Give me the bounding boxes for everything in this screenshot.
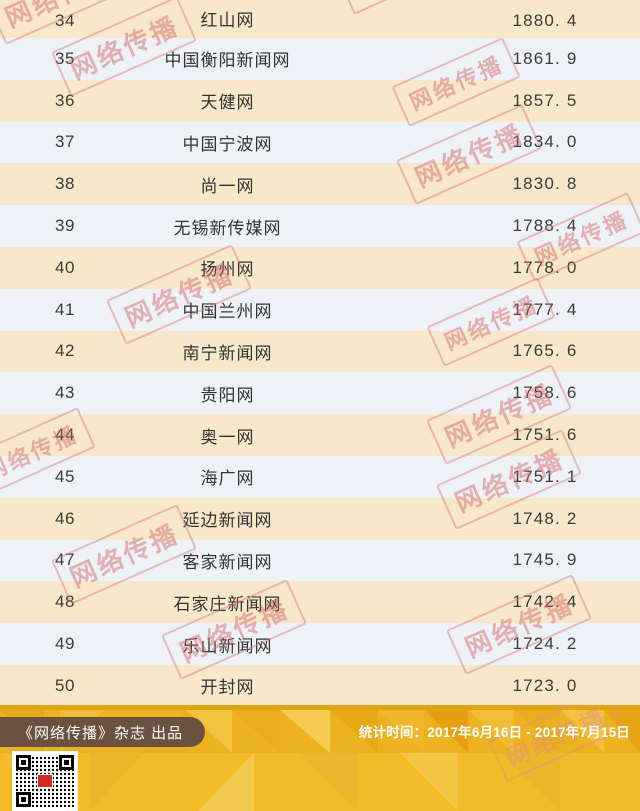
cell-site-name: 贵阳网 <box>200 385 255 405</box>
table-row: 34 红山网 1880. 4 <box>0 0 640 38</box>
cell-rank: 45 <box>55 466 75 486</box>
cell-score: 1742. 4 <box>512 592 578 612</box>
cell-rank: 38 <box>55 174 75 194</box>
cell-score: 1724. 2 <box>512 634 578 654</box>
qr-eye-icon <box>59 755 74 770</box>
table-row: 36 天健网 1857. 5 <box>0 79 640 122</box>
cell-site-name: 奥一网 <box>200 427 255 447</box>
cell-score: 1745. 9 <box>512 550 578 570</box>
cell-score: 1748. 2 <box>512 508 578 528</box>
cell-score: 1758. 6 <box>512 383 578 403</box>
cell-site-name: 中国衡阳新闻网 <box>164 51 291 71</box>
table-row: 37 中国宁波网 1834. 0 <box>0 121 640 164</box>
table-row: 49 乐山新闻网 1724. 2 <box>0 623 640 665</box>
table-row: 44 奥一网 1751. 6 <box>0 414 640 456</box>
cell-rank: 49 <box>55 634 75 654</box>
cell-rank: 48 <box>55 592 75 612</box>
qr-code-pattern <box>16 755 74 807</box>
cell-rank: 43 <box>55 383 75 403</box>
qr-code[interactable] <box>12 751 78 811</box>
table-row: 35 中国衡阳新闻网 1861. 9 <box>0 38 640 80</box>
cell-rank: 41 <box>55 299 75 319</box>
footer-triangle <box>330 710 378 753</box>
cell-rank: 36 <box>55 90 75 110</box>
brand-pill: 《网络传播》杂志 出品 <box>0 717 206 747</box>
cell-score: 1788. 4 <box>512 216 578 236</box>
table-row: 42 南宁新闻网 1765. 6 <box>0 330 640 373</box>
footer-triangle <box>424 710 468 753</box>
cell-rank: 47 <box>55 550 75 570</box>
cell-site-name: 扬州网 <box>200 260 255 280</box>
cell-rank: 44 <box>55 425 75 445</box>
footer-top-strip <box>0 705 640 710</box>
table-row: 40 扬州网 1778. 0 <box>0 246 640 289</box>
table-row: 39 无锡新传媒网 1788. 4 <box>0 205 640 247</box>
cell-site-name: 无锡新传媒网 <box>173 218 282 238</box>
cell-site-name: 尚一网 <box>200 176 255 196</box>
cell-rank: 35 <box>55 48 75 68</box>
cell-score: 1751. 1 <box>512 466 578 486</box>
cell-score: 1751. 6 <box>512 425 578 445</box>
cell-rank: 40 <box>55 257 75 277</box>
cell-score: 1861. 9 <box>512 48 578 68</box>
cell-site-name: 开封网 <box>200 678 255 698</box>
footer-triangle <box>280 710 330 753</box>
table-row: 38 尚一网 1830. 8 <box>0 163 640 206</box>
cell-score: 1723. 0 <box>512 675 578 695</box>
ranking-table: 34 红山网 1880. 4 35 中国衡阳新闻网 1861. 9 36 天健网 1857. 5… <box>0 0 640 705</box>
cell-score: 1880. 4 <box>512 11 578 30</box>
table-row: 45 海广网 1751. 1 <box>0 455 640 498</box>
cell-score: 1857. 5 <box>512 90 578 110</box>
cell-site-name: 延边新闻网 <box>182 511 273 531</box>
cell-site-name: 海广网 <box>200 469 255 489</box>
footer-triangle <box>604 710 640 753</box>
cell-rank: 37 <box>55 132 75 152</box>
footer-triangle <box>232 710 280 753</box>
cell-site-name: 客家新闻网 <box>182 552 273 572</box>
cell-site-name: 中国宁波网 <box>182 134 273 154</box>
cell-score: 1830. 8 <box>512 174 578 194</box>
qr-eye-icon <box>16 792 31 807</box>
cell-site-name: 天健网 <box>200 93 255 113</box>
cell-rank: 46 <box>55 508 75 528</box>
footer-triangle <box>468 710 514 753</box>
cell-site-name: 石家庄新闻网 <box>173 594 282 614</box>
table-row: 48 石家庄新闻网 1742. 4 <box>0 581 640 624</box>
stat-time-label: 统计时间：2017年6月16日 - 2017年7月15日 <box>358 725 630 740</box>
footer-triangle <box>500 753 560 811</box>
footer-triangle <box>198 753 254 811</box>
cell-site-name: 乐山新闻网 <box>182 636 273 656</box>
cell-rank: 42 <box>55 341 75 361</box>
footer-triangle <box>300 753 358 811</box>
cell-score: 1778. 0 <box>512 257 578 277</box>
cell-score: 1777. 4 <box>512 299 578 319</box>
cell-site-name: 中国兰州网 <box>182 302 273 322</box>
cell-score: 1765. 6 <box>512 341 578 361</box>
table-row: 46 延边新闻网 1748. 2 <box>0 497 640 540</box>
cell-rank: 34 <box>55 11 75 30</box>
table-row: 47 客家新闻网 1745. 9 <box>0 539 640 582</box>
cell-score: 1834. 0 <box>512 132 578 152</box>
qr-center-logo <box>37 774 53 788</box>
cell-rank: 50 <box>55 675 75 695</box>
footer-triangle <box>514 710 560 753</box>
table-row: 43 贵阳网 1758. 6 <box>0 372 640 415</box>
brand-label: 《网络传播》杂志 出品 <box>18 724 184 742</box>
cell-rank: 39 <box>55 216 75 236</box>
table-row: 41 中国兰州网 1777. 4 <box>0 288 640 331</box>
footer-triangle <box>378 710 424 753</box>
page-footer: 《网络传播》杂志 出品 统计时间：2017年6月16日 - 2017年7月15日… <box>0 705 640 811</box>
footer-triangle <box>560 710 604 753</box>
cell-site-name: 南宁新闻网 <box>182 343 273 363</box>
cell-site-name: 红山网 <box>200 11 255 30</box>
footer-triangle <box>400 753 458 811</box>
footer-triangle <box>90 753 144 811</box>
table-row: 50 开封网 1723. 0 <box>0 664 640 705</box>
qr-eye-icon <box>16 755 31 770</box>
